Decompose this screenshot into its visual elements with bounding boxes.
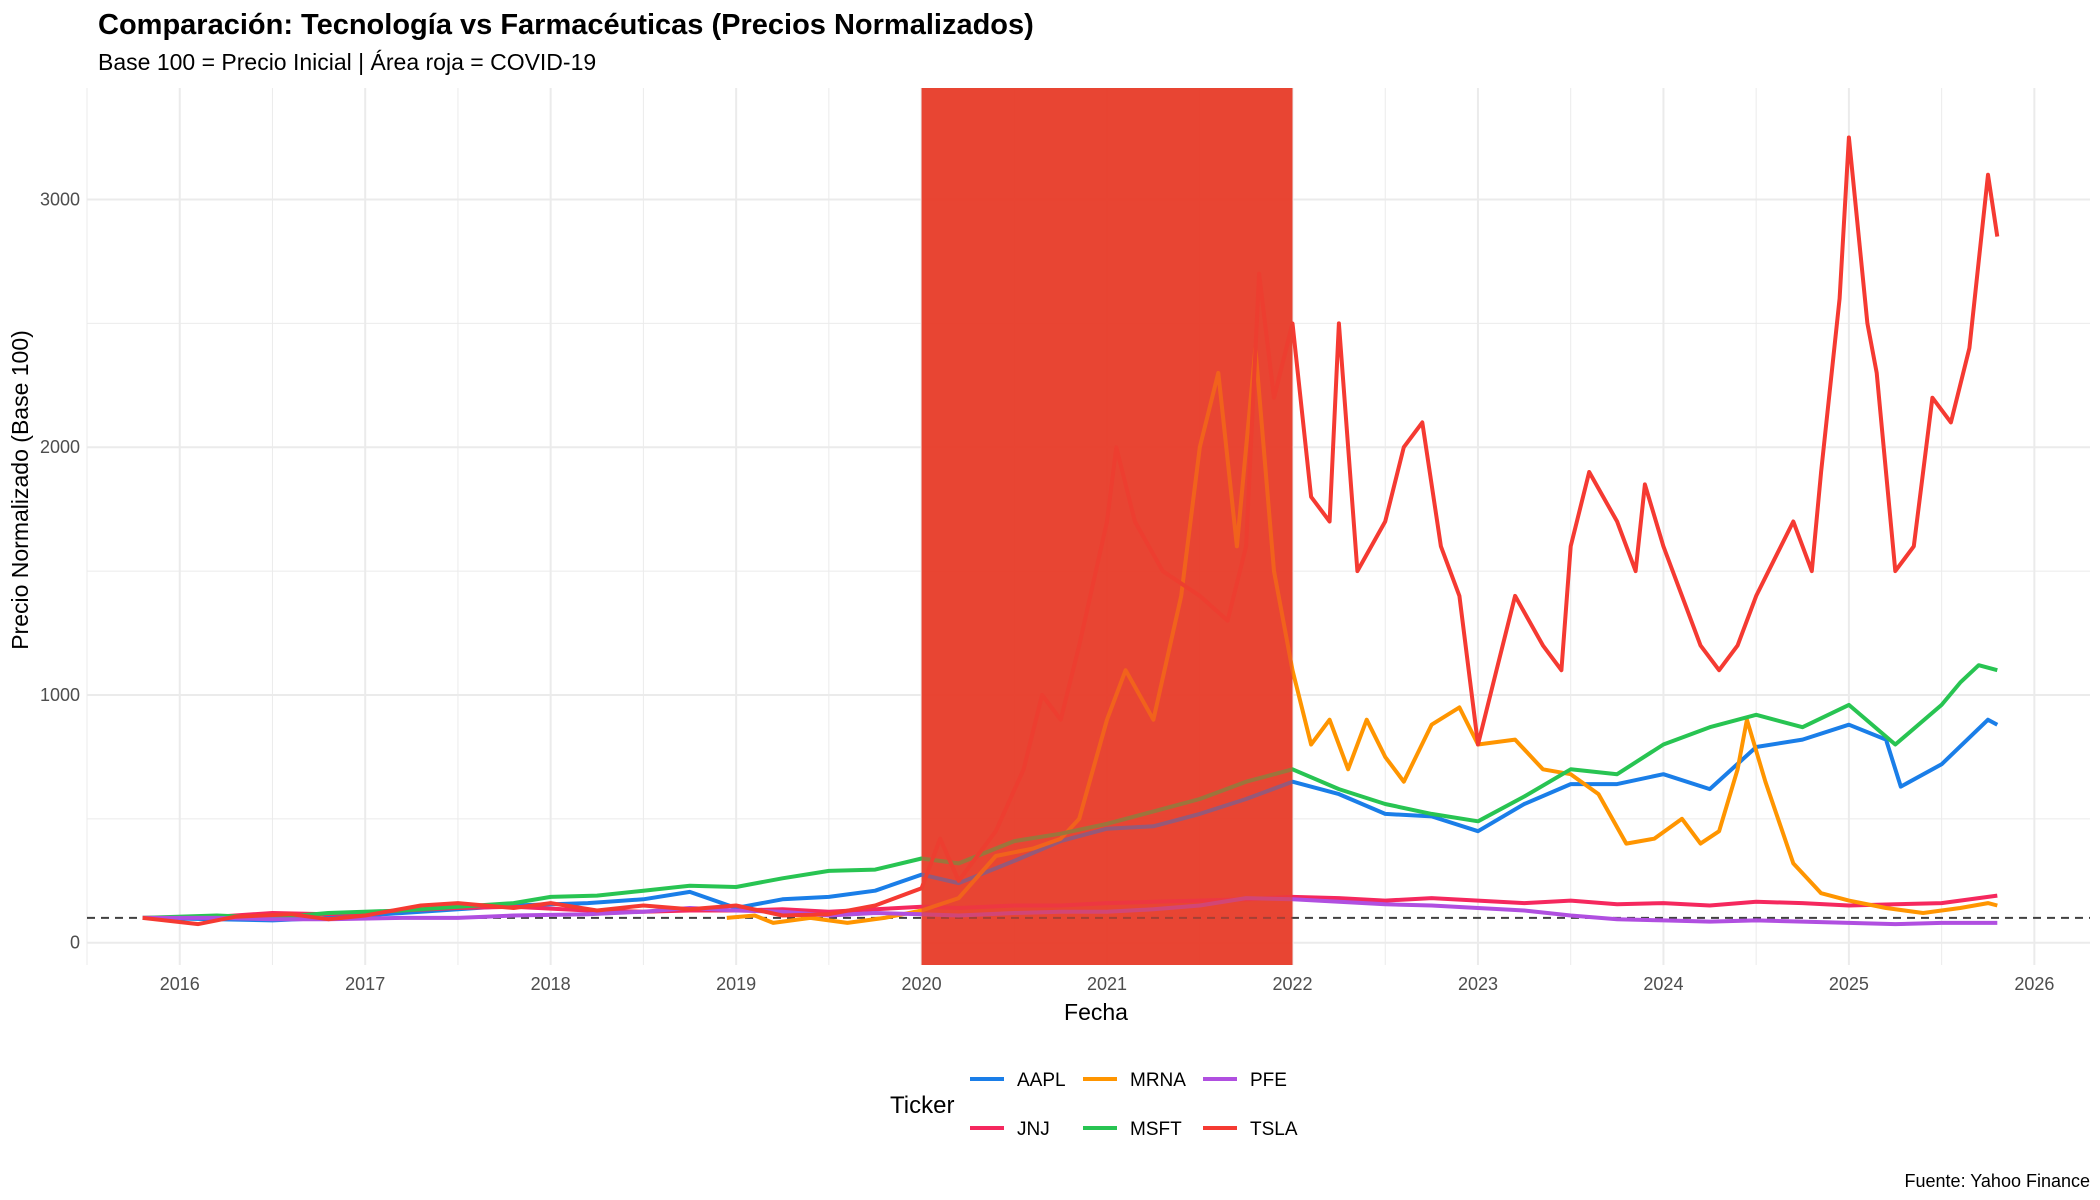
x-tick-label: 2017: [345, 974, 385, 994]
legend-title: Ticker: [890, 1092, 954, 1119]
series-line-mrna: [726, 346, 1998, 925]
legend-label: AAPL: [1017, 1070, 1066, 1091]
x-axis-ticks: 2016 2017 2018 2019 2020 2021 2022 2023 2024 2025…: [160, 974, 2055, 994]
x-tick-label: 2018: [531, 974, 571, 994]
x-tick-label: 2023: [1458, 974, 1498, 994]
x-axis-title: Fecha: [1064, 999, 1128, 1025]
x-tick-label: 2026: [2014, 974, 2054, 994]
y-tick-label: 3000: [40, 189, 80, 209]
y-tick-label: 1000: [40, 685, 80, 705]
y-axis-ticks: 0 1000 2000 3000: [40, 189, 80, 952]
x-tick-label: 2025: [1829, 974, 1869, 994]
x-tick-label: 2021: [1087, 974, 1127, 994]
y-tick-label: 0: [70, 933, 80, 953]
x-tick-label: 2019: [716, 974, 756, 994]
x-tick-label: 2016: [160, 974, 200, 994]
chart-subtitle: Base 100 = Precio Inicial | Área roja = …: [98, 49, 596, 75]
legend-item-aapl: AAPL: [970, 1070, 1066, 1091]
x-tick-label: 2022: [1272, 974, 1312, 994]
series-lines: [142, 88, 2000, 965]
chart-caption: Fuente: Yahoo Finance: [1905, 1171, 2090, 1191]
y-tick-label: 2000: [40, 437, 80, 457]
legend-label: JNJ: [1017, 1119, 1050, 1140]
legend-label: MRNA: [1130, 1070, 1186, 1091]
chart-title: Comparación: Tecnología vs Farmacéuticas…: [98, 9, 1034, 41]
y-axis-title: Precio Normalizado (Base 100): [7, 330, 33, 650]
legend-label: MSFT: [1130, 1119, 1182, 1140]
legend-item-tsla: TSLA: [1203, 1119, 1298, 1140]
legend-item-pfe: PFE: [1203, 1070, 1287, 1091]
legend: Ticker AAPL MRNA PFE JNJ MSFT TSLA: [890, 1070, 1298, 1140]
legend-item-jnj: JNJ: [970, 1119, 1050, 1140]
x-tick-label: 2020: [902, 974, 942, 994]
series-line-tsla: [142, 135, 2000, 927]
legend-label: PFE: [1250, 1070, 1287, 1091]
legend-label: TSLA: [1250, 1119, 1298, 1140]
legend-item-mrna: MRNA: [1083, 1070, 1186, 1091]
legend-item-msft: MSFT: [1083, 1119, 1182, 1140]
covid-shaded-overlay: [921, 88, 1293, 965]
x-tick-label: 2024: [1643, 974, 1683, 994]
